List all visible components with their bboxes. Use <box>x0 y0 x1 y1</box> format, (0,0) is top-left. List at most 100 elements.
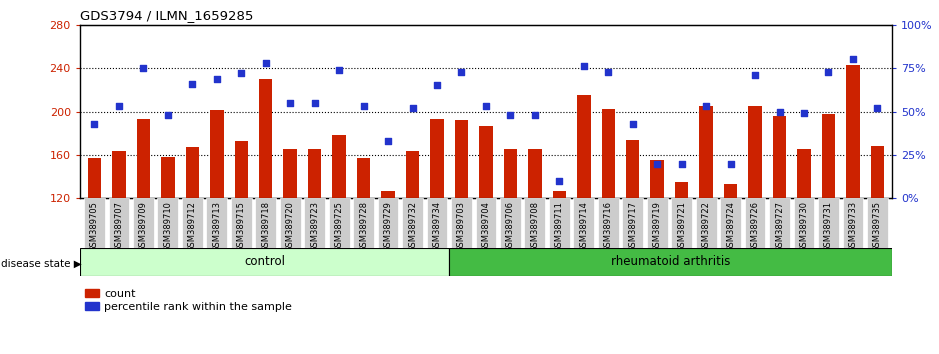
Point <box>234 70 249 76</box>
Bar <box>332 135 346 198</box>
Text: control: control <box>244 256 285 268</box>
Text: GSM389721: GSM389721 <box>677 201 686 252</box>
FancyBboxPatch shape <box>549 198 570 248</box>
FancyBboxPatch shape <box>598 198 619 248</box>
FancyBboxPatch shape <box>353 198 374 248</box>
Point <box>478 103 494 109</box>
FancyBboxPatch shape <box>85 198 105 248</box>
Point <box>821 69 836 74</box>
FancyBboxPatch shape <box>842 198 863 248</box>
FancyBboxPatch shape <box>867 198 887 248</box>
Text: GSM389730: GSM389730 <box>799 201 808 252</box>
Text: GSM389716: GSM389716 <box>604 201 613 252</box>
Point <box>429 82 444 88</box>
Text: GSM389705: GSM389705 <box>90 201 99 252</box>
Bar <box>284 149 297 198</box>
Bar <box>406 150 420 198</box>
Text: disease state ▶: disease state ▶ <box>1 259 82 269</box>
FancyBboxPatch shape <box>207 198 227 248</box>
Bar <box>503 149 517 198</box>
Text: GSM389704: GSM389704 <box>482 201 490 252</box>
Text: GSM389723: GSM389723 <box>310 201 319 252</box>
Point <box>577 64 592 69</box>
FancyBboxPatch shape <box>402 198 423 248</box>
FancyBboxPatch shape <box>80 248 449 276</box>
FancyBboxPatch shape <box>818 198 839 248</box>
Bar <box>822 114 835 198</box>
Bar <box>773 116 786 198</box>
Text: GSM389733: GSM389733 <box>849 201 857 252</box>
Point <box>528 112 543 118</box>
FancyBboxPatch shape <box>133 198 154 248</box>
FancyBboxPatch shape <box>574 198 594 248</box>
FancyBboxPatch shape <box>525 198 546 248</box>
Bar <box>162 157 175 198</box>
Text: GSM389718: GSM389718 <box>261 201 270 252</box>
FancyBboxPatch shape <box>280 198 300 248</box>
Point <box>405 105 420 111</box>
Point <box>112 103 127 109</box>
FancyBboxPatch shape <box>304 198 325 248</box>
Text: GSM389731: GSM389731 <box>824 201 833 252</box>
Point <box>283 100 298 105</box>
Point <box>258 60 273 66</box>
Bar <box>651 160 664 198</box>
Point <box>136 65 151 71</box>
Bar <box>748 106 762 198</box>
FancyBboxPatch shape <box>329 198 349 248</box>
Bar <box>87 158 101 198</box>
Point <box>772 109 787 114</box>
Point <box>723 161 738 166</box>
Text: GSM389712: GSM389712 <box>188 201 197 252</box>
Text: rheumatoid arthritis: rheumatoid arthritis <box>611 256 731 268</box>
Point <box>503 112 518 118</box>
Bar <box>381 191 394 198</box>
Text: GSM389717: GSM389717 <box>628 201 638 252</box>
FancyBboxPatch shape <box>231 198 252 248</box>
Bar <box>357 158 370 198</box>
Point <box>161 112 176 118</box>
Point <box>870 105 885 111</box>
Bar <box>700 106 713 198</box>
Bar <box>846 65 859 198</box>
Text: GSM389708: GSM389708 <box>531 201 539 252</box>
Text: GSM389735: GSM389735 <box>873 201 882 252</box>
Text: GSM389707: GSM389707 <box>115 201 123 252</box>
Bar <box>137 119 150 198</box>
FancyBboxPatch shape <box>377 198 398 248</box>
Text: GSM389711: GSM389711 <box>555 201 563 252</box>
Text: GSM389734: GSM389734 <box>433 201 441 252</box>
Text: GSM389703: GSM389703 <box>457 201 466 252</box>
FancyBboxPatch shape <box>255 198 276 248</box>
FancyBboxPatch shape <box>109 198 130 248</box>
Text: GSM389706: GSM389706 <box>506 201 515 252</box>
Bar <box>797 149 810 198</box>
Bar <box>259 79 272 198</box>
Text: GSM389724: GSM389724 <box>726 201 735 252</box>
FancyBboxPatch shape <box>647 198 668 248</box>
Legend: count, percentile rank within the sample: count, percentile rank within the sample <box>85 289 292 312</box>
Bar <box>870 146 885 198</box>
Bar <box>186 147 199 198</box>
Text: GSM389715: GSM389715 <box>237 201 246 252</box>
Point <box>331 67 346 73</box>
Text: GSM389725: GSM389725 <box>334 201 344 252</box>
Text: GSM389713: GSM389713 <box>212 201 222 252</box>
Point <box>625 121 640 126</box>
Bar <box>430 119 444 198</box>
Bar <box>308 149 321 198</box>
Bar <box>552 191 566 198</box>
FancyBboxPatch shape <box>769 198 790 248</box>
Text: GSM389727: GSM389727 <box>775 201 784 252</box>
Point <box>601 69 616 74</box>
FancyBboxPatch shape <box>696 198 716 248</box>
Point <box>699 103 714 109</box>
Text: GSM389720: GSM389720 <box>285 201 295 252</box>
FancyBboxPatch shape <box>451 198 472 248</box>
FancyBboxPatch shape <box>745 198 765 248</box>
Bar <box>454 120 469 198</box>
FancyBboxPatch shape <box>500 198 521 248</box>
FancyBboxPatch shape <box>426 198 447 248</box>
Point <box>747 72 762 78</box>
Text: GSM389714: GSM389714 <box>579 201 589 252</box>
